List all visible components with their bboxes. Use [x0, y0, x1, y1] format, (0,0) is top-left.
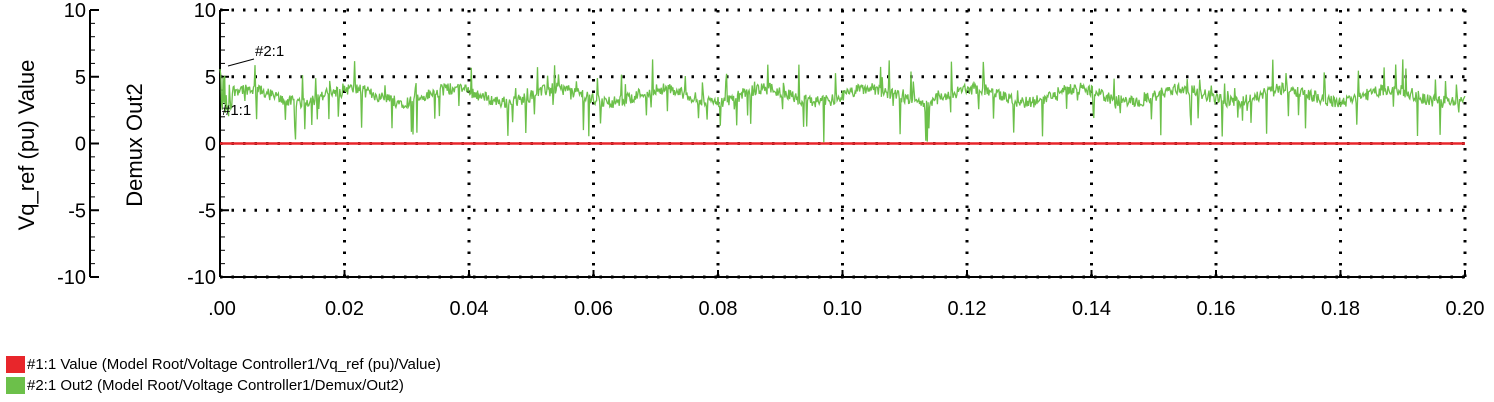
legend: #1:1 Value (Model Root/Voltage Controlle… [6, 354, 441, 396]
left-y-tick-label: 10 [64, 0, 86, 22]
x-tick-label: 0.08 [699, 298, 738, 320]
left-y-tick-label: 0 [75, 134, 86, 156]
series-2-line [219, 59, 1466, 143]
left-y-tick-label: 5 [75, 67, 86, 89]
scope-chart: 10 10 5 5 0 0 -5 -5 -10 -10 .00 0.02 0.04 0.06 0.08 0.1… [14, 0, 1484, 320]
x-tick-label: .00 [208, 298, 236, 320]
x-tick-label: 0.06 [574, 298, 613, 320]
legend-item-series-1: #1:1 Value (Model Root/Voltage Controlle… [6, 354, 441, 375]
legend-label: #1:1 Value (Model Root/Voltage Controlle… [27, 356, 441, 373]
x-tick-label: 0.14 [1072, 298, 1111, 320]
x-tick-label: 0.18 [1321, 298, 1360, 320]
axes [89, 9, 1466, 278]
series-2-tag: #2:1 [255, 43, 284, 60]
plot-series [219, 59, 1466, 145]
legend-swatch-red [6, 356, 25, 373]
x-tick-label: 0.12 [948, 298, 987, 320]
right-y-tick-label: -5 [198, 200, 216, 222]
left-axis-title: Vq_ref (pu) Value [14, 60, 39, 231]
right-axis-title: Demux Out2 [122, 83, 147, 207]
left-y-tick-label: -10 [57, 267, 86, 289]
right-y-tick-label: 5 [205, 67, 216, 89]
left-y-tick-label: -5 [68, 200, 86, 222]
x-tick-label: 0.16 [1197, 298, 1236, 320]
series-1-tag: #1:1 [222, 102, 251, 119]
right-y-tick-label: 10 [194, 0, 216, 22]
legend-swatch-green [6, 377, 25, 394]
x-tick-label: 0.10 [823, 298, 862, 320]
right-y-tick-label: -10 [187, 267, 216, 289]
legend-item-series-2: #2:1 Out2 (Model Root/Voltage Controller… [6, 375, 441, 396]
right-y-tick-label: 0 [205, 134, 216, 156]
legend-label: #2:1 Out2 (Model Root/Voltage Controller… [27, 377, 404, 394]
x-tick-label: 0.20 [1446, 298, 1485, 320]
tick-labels: 10 10 5 5 0 0 -5 -5 -10 -10 .00 0.02 0.04 0.06 0.08 0.1… [57, 0, 1484, 320]
x-tick-label: 0.02 [325, 298, 364, 320]
series-2-tag-leader [227, 58, 255, 67]
x-tick-label: 0.04 [450, 298, 489, 320]
